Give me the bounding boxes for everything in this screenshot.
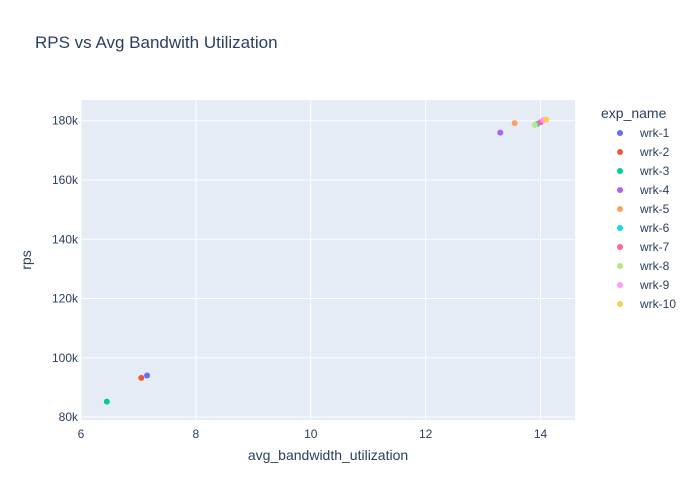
legend-item-wrk-2[interactable]: wrk-2 (617, 145, 670, 159)
data-points (103, 116, 550, 405)
legend-marker (617, 187, 623, 193)
legend-label: wrk-3 (639, 164, 670, 178)
data-point-wrk-5[interactable] (511, 120, 518, 127)
legend-item-wrk-7[interactable]: wrk-7 (617, 240, 670, 254)
y-tick-label: 120k (52, 292, 79, 306)
y-tick-label: 100k (52, 351, 79, 365)
data-point-wrk-10[interactable] (543, 116, 550, 123)
legend-item-wrk-9[interactable]: wrk-9 (617, 278, 670, 292)
x-tick-label: 6 (78, 427, 85, 441)
legend-item-wrk-1[interactable]: wrk-1 (617, 126, 670, 140)
legend-item-wrk-4[interactable]: wrk-4 (617, 183, 670, 197)
legend-item-wrk-3[interactable]: wrk-3 (617, 164, 670, 178)
data-point-wrk-4[interactable] (497, 129, 504, 136)
x-tick-label: 8 (193, 427, 200, 441)
legend-item-wrk-8[interactable]: wrk-8 (617, 259, 670, 273)
legend-marker (617, 301, 623, 307)
x-tick-label: 12 (419, 427, 433, 441)
x-axis-title: avg_bandwidth_utilization (248, 447, 408, 463)
data-point-wrk-8[interactable] (531, 121, 538, 128)
legend-item-wrk-6[interactable]: wrk-6 (617, 221, 670, 235)
legend-label: wrk-6 (639, 221, 670, 235)
grid-lines (80, 100, 575, 420)
y-axis-title: rps (18, 250, 34, 269)
legend-label: wrk-4 (639, 183, 670, 197)
legend-label: wrk-2 (639, 145, 670, 159)
x-tick-label: 10 (304, 427, 318, 441)
legend-marker (617, 282, 623, 288)
y-tick-label: 140k (52, 232, 79, 246)
legend-label: wrk-10 (639, 297, 676, 311)
y-tick-label: 160k (52, 173, 79, 187)
legend-item-wrk-5[interactable]: wrk-5 (617, 202, 670, 216)
y-tick-label: 180k (52, 114, 79, 128)
legend-label: wrk-5 (639, 202, 670, 216)
x-tick-label: 14 (534, 427, 548, 441)
plot-area (81, 100, 575, 420)
legend-marker (617, 206, 623, 212)
y-axis-ticks: 80k 100k 120k 140k 160k 180k (52, 114, 79, 424)
legend[interactable]: exp_name wrk-1 wrk-2 wrk-3 wrk-4 wrk-5 wrk-6 w… (601, 105, 676, 311)
legend-title: exp_name (601, 105, 667, 121)
legend-item-wrk-10[interactable]: wrk-10 (617, 297, 676, 311)
legend-marker (617, 168, 623, 174)
legend-label: wrk-9 (639, 278, 670, 292)
data-point-wrk-3[interactable] (103, 398, 110, 405)
legend-marker (617, 225, 623, 231)
legend-label: wrk-7 (639, 240, 670, 254)
legend-label: wrk-1 (639, 126, 670, 140)
legend-marker (617, 130, 623, 136)
legend-label: wrk-8 (639, 259, 670, 273)
data-point-wrk-2[interactable] (138, 374, 145, 381)
data-point-wrk-1[interactable] (144, 372, 151, 379)
y-tick-label: 80k (59, 410, 79, 424)
legend-marker (617, 149, 623, 155)
legend-marker (617, 263, 623, 269)
legend-marker (617, 244, 623, 250)
chart-title: RPS vs Avg Bandwith Utilization (35, 33, 278, 52)
x-axis-ticks: 6 8 10 12 14 (78, 427, 548, 441)
